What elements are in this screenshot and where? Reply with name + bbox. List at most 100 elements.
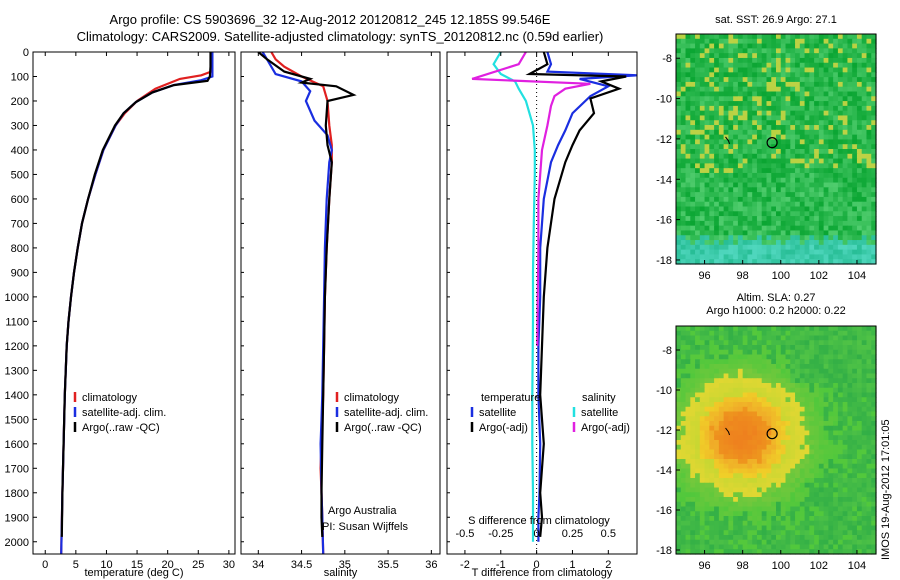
map-sla-cell [709,345,715,351]
map-sst-cell [814,139,820,145]
map-sla-cell [704,411,710,417]
map-sst-cell [776,240,782,246]
map-sst-cell [676,172,682,179]
map-sla-cell [756,516,763,522]
map-sla-cell [790,425,796,432]
map-sla-cell [785,416,791,422]
map-sst-cell [718,115,725,121]
map-sst-cell [837,134,844,141]
map-sla-cell [814,430,820,436]
map-sst-cell [752,249,758,256]
map-sst-cell [699,244,706,251]
map-sst-cell [771,240,777,246]
map-sst-cell [809,57,815,64]
map-sst-cell [761,149,768,155]
map-sst-cell [776,249,782,256]
difference-s-label: S difference from climatology [468,515,610,527]
map-sst-cell [814,230,820,236]
map-sst-cell [709,77,715,83]
map-sla-cell [771,530,777,536]
map-sla-cell [752,430,758,436]
map-sst-cell [685,72,691,78]
map-sla-cell [856,468,863,474]
map-sla-cell [680,435,687,441]
map-sst-cell [680,182,687,188]
map-sst-cell [685,240,691,246]
map-sst-ytick-label: -10 [656,94,672,106]
map-sst-cell [771,48,777,54]
map-sla-cell [771,473,777,479]
map-sst-cell [818,187,825,193]
map-sla-cell [685,530,691,536]
map-sst-cell [709,110,715,117]
difference-xtick-label: 0 [534,559,540,571]
map-sst-cell [752,230,758,236]
map-sst-cell [795,216,801,222]
map-sst-cell [790,120,796,126]
map-sst-cell [690,259,696,265]
map-sla-cell [685,378,691,384]
map-sla-cell [814,326,820,332]
map-sst-cell [737,38,744,45]
map-sla-cell [833,359,839,365]
salinity-annotation-line2: PI: Susan Wijffels [322,521,408,533]
map-sla-cell [871,330,877,337]
map-sst-cell [676,144,682,150]
map-sla-cell [714,330,720,337]
map-sla-cell [809,416,815,422]
map-sla-cell [723,539,729,546]
map-sst-cell [833,34,839,40]
map-sla-cell [771,326,777,332]
map-sst-cell [728,62,734,69]
map-sla-cell [861,359,868,365]
map-sst-cell [771,211,777,217]
map-sla-cell [756,402,763,408]
map-sst-cell [804,129,810,136]
map-sla-cell [818,364,825,370]
map-sla-cell [680,449,687,455]
map-sst-cell [856,182,863,188]
map-sla-cell [776,463,782,470]
map-sst-cell [695,38,701,45]
map-sst-cell [709,53,715,59]
map-sst-cell [852,101,858,107]
map-sla-cell [685,406,691,413]
chart-title-line1: Argo profile: CS 5903696_32 12-Aug-2012 … [109,12,551,27]
map-sst-cell [809,225,815,232]
map-sst-cell [714,53,720,59]
difference-frame [446,51,638,555]
map-sst-cell [685,225,691,232]
map-sst-cell [776,168,782,174]
map-sst-cell [723,43,729,49]
map-sla-cell [814,520,820,527]
map-sst-cell [780,43,787,49]
map-sla-cell [737,326,744,332]
map-sst-cell [861,168,868,174]
map-sla-cell [685,492,691,498]
map-sst-cell [718,216,725,222]
map-sla-cell [776,326,782,332]
map-sla-cell [699,383,706,389]
map-sst-cell [728,216,734,222]
map-sla-cell [833,378,839,384]
map-sla-cell [823,530,829,536]
map-sst-cell [747,67,753,73]
map-sst-cell [699,230,706,236]
map-sst-cell [842,182,849,188]
map-sst-cell [818,206,825,212]
map-sst-cell [866,196,872,203]
map-sst-cell [676,254,682,260]
map-sst-cell [861,220,868,227]
map-sst-cell [771,206,777,212]
map-sla-cell [752,345,758,351]
map-sst-cell [685,62,691,69]
map-sst-cell [861,38,868,45]
map-sst-cell [823,57,829,64]
map-sst-cell [861,249,868,256]
map-sst-cell [837,259,844,265]
map-sst-cell [680,139,687,145]
map-sla-cell [828,459,834,465]
map-sla-cell [866,411,872,417]
map-sst-cell [790,110,796,117]
map-sla-cell [752,449,758,455]
